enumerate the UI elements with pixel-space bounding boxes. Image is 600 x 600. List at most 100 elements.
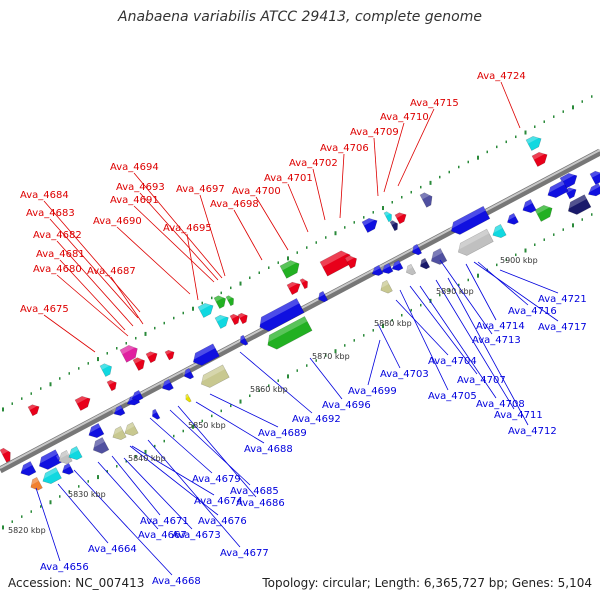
- gene-label-forward: Ava_4675: [20, 304, 69, 315]
- gene-shape: [197, 302, 214, 318]
- connector-line: [419, 285, 497, 399]
- gene-arrow: [119, 342, 138, 363]
- gene-highlight: [0, 446, 10, 455]
- connector-line: [116, 226, 191, 295]
- gene-arrow: [286, 279, 301, 296]
- connector-line: [43, 200, 141, 313]
- gene-arrow: [86, 423, 105, 439]
- tick-mark: [306, 246, 308, 249]
- connector-line: [133, 172, 223, 279]
- connector-line: [123, 457, 193, 530]
- gene-shape: [88, 423, 105, 439]
- gene-arrow: [110, 426, 127, 441]
- gene-shape: [240, 334, 249, 346]
- scale-label: 5820 kbp: [8, 526, 46, 535]
- gene-label-forward: Ava_4695: [163, 223, 212, 234]
- connector-line: [209, 393, 279, 428]
- connector-line: [110, 276, 144, 325]
- gene-label-reverse: Ava_4704: [428, 356, 477, 367]
- gene-shape: [213, 295, 226, 309]
- gene-highlight: [215, 312, 228, 322]
- gene-highlight: [107, 378, 116, 386]
- gene-arrow: [145, 349, 158, 364]
- tick-mark: [49, 500, 52, 505]
- tick-mark: [287, 374, 289, 379]
- gene-label-forward: Ava_4715: [410, 98, 459, 109]
- tick-mark: [591, 213, 593, 216]
- gene-arrow: [490, 224, 507, 239]
- gene-arrow: [316, 290, 329, 303]
- gene-label-reverse: Ava_4676: [198, 516, 247, 527]
- gene-shape: [430, 248, 448, 265]
- tick-mark: [220, 409, 222, 413]
- gene-shape: [259, 298, 305, 332]
- gene-arrow: [132, 355, 145, 371]
- gene-arrow: [565, 194, 592, 215]
- tick-mark: [11, 520, 13, 523]
- gene-shape: [42, 467, 62, 485]
- gene-shape: [145, 351, 158, 364]
- tick-mark: [439, 293, 441, 297]
- gene-arrow: [448, 205, 491, 235]
- gene-highlight: [420, 190, 432, 200]
- gene-highlight: [404, 264, 413, 272]
- gene-highlight: [238, 335, 245, 342]
- gene-label-forward: Ava_4693: [116, 182, 165, 193]
- tick-mark: [420, 185, 422, 189]
- gene-arrow: [428, 248, 448, 265]
- gene-highlight: [560, 170, 577, 182]
- tick-mark: [325, 354, 327, 357]
- gene-highlight: [182, 368, 191, 376]
- gene-highlight: [378, 280, 389, 289]
- tick-mark: [477, 273, 479, 278]
- connector-line: [73, 469, 173, 576]
- gene-highlight: [590, 168, 600, 178]
- gene-highlight: [345, 253, 356, 262]
- gene-highlight: [18, 461, 33, 472]
- tick-mark: [534, 243, 536, 246]
- gene-arrow: [0, 446, 11, 463]
- tick-mark: [363, 334, 365, 337]
- tick-mark: [543, 120, 545, 123]
- gene-label-reverse: Ava_4664: [88, 544, 137, 555]
- tick-mark: [353, 339, 355, 342]
- gene-highlight: [256, 298, 300, 325]
- connector-line: [147, 439, 241, 548]
- gene-shape: [420, 257, 431, 270]
- tick-mark: [106, 470, 108, 473]
- gene-arrow: [40, 467, 62, 485]
- tick-mark: [192, 424, 194, 429]
- connector-line: [233, 209, 263, 261]
- gene-arrow: [198, 364, 230, 388]
- gene-shape: [361, 217, 378, 233]
- gene-shape: [419, 192, 433, 208]
- connector-line: [97, 461, 159, 530]
- gene-label-forward: Ava_4701: [264, 173, 313, 184]
- connector-line: [473, 261, 559, 322]
- gene-highlight: [198, 364, 226, 383]
- gene-arrow: [90, 437, 110, 454]
- connector-line: [339, 153, 345, 219]
- gene-arrow: [214, 312, 229, 329]
- tick-mark: [401, 195, 403, 199]
- gene-label-forward: Ava_4681: [36, 249, 85, 260]
- gene-arrow: [190, 343, 220, 366]
- gene-highlight: [226, 294, 233, 301]
- tick-mark: [116, 465, 118, 468]
- tick-mark: [277, 261, 279, 264]
- connector-line: [56, 240, 134, 327]
- gene-arrow: [520, 199, 537, 214]
- gene-highlight: [418, 258, 427, 266]
- tick-mark: [496, 145, 498, 149]
- tick-mark: [391, 319, 393, 322]
- scale-labels: 5820 kbp 5830 kbp 5840 kbp 5850 kbp 5860 kbp…: [8, 256, 538, 535]
- tick-mark: [192, 306, 194, 311]
- gene-shape: [99, 363, 112, 377]
- gene-highlight: [520, 199, 533, 209]
- tick-mark: [382, 206, 384, 211]
- tick-mark: [211, 414, 213, 418]
- tick-mark: [268, 384, 270, 387]
- gene-highlight: [28, 477, 39, 486]
- gene-label-reverse: Ava_4688: [244, 444, 293, 455]
- gene-shape: [119, 345, 138, 363]
